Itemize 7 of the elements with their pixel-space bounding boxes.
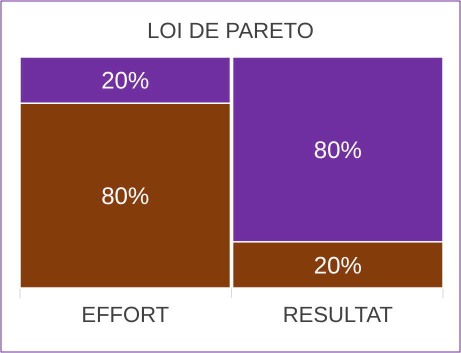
x-tick-label: RESULTAT xyxy=(282,302,393,327)
data-label: 80% xyxy=(314,136,362,164)
data-label: 80% xyxy=(101,183,150,210)
chart-title: LOI DE PARETO xyxy=(147,18,314,43)
x-tick-label: EFFORT xyxy=(81,302,170,327)
data-label: 20% xyxy=(314,252,362,280)
data-label: 20% xyxy=(101,68,150,94)
